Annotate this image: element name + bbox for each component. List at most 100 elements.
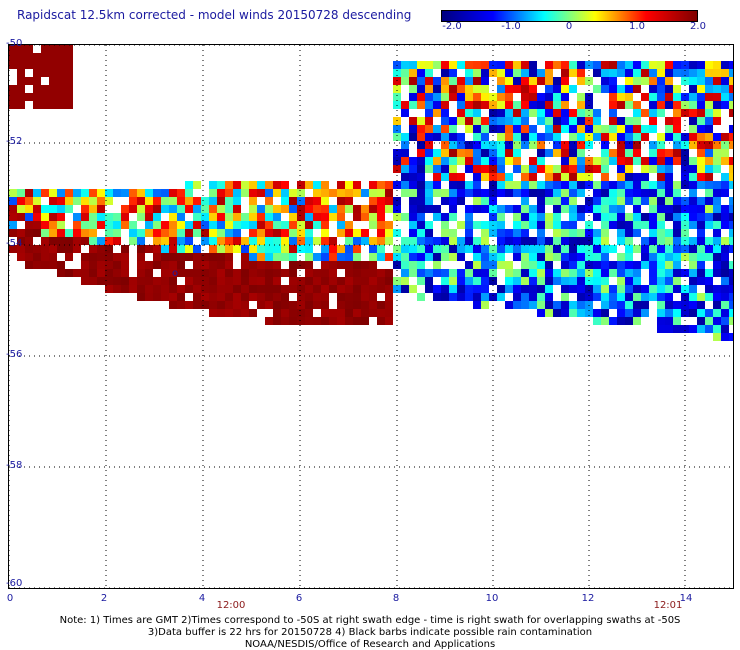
wind-cell <box>537 205 545 213</box>
wind-cell <box>569 157 577 165</box>
wind-cell <box>465 101 473 109</box>
wind-cell <box>513 101 521 109</box>
wind-cell <box>449 269 457 277</box>
wind-cell <box>585 293 593 301</box>
wind-cell <box>433 61 441 69</box>
wind-cell <box>625 269 633 277</box>
wind-cell <box>721 189 729 197</box>
wind-cell <box>17 77 25 85</box>
wind-cell <box>433 293 441 301</box>
wind-cell <box>305 285 313 293</box>
wind-cell <box>697 325 705 333</box>
wind-cell <box>641 285 649 293</box>
wind-cell <box>41 253 49 261</box>
wind-cell <box>521 165 529 173</box>
wind-cell <box>361 317 369 325</box>
wind-cell <box>281 309 289 317</box>
wind-cell <box>729 229 733 237</box>
wind-cell <box>545 309 553 317</box>
wind-cell <box>497 165 505 173</box>
lat-tick: -54 <box>6 238 23 249</box>
wind-cell <box>97 261 105 269</box>
wind-cell <box>337 197 345 205</box>
wind-cell <box>97 245 105 253</box>
wind-cell <box>649 229 657 237</box>
wind-cell <box>665 117 673 125</box>
wind-cell <box>289 205 297 213</box>
wind-cell <box>513 157 521 165</box>
wind-cell <box>321 261 329 269</box>
wind-cell <box>497 205 505 213</box>
wind-cell <box>721 317 729 325</box>
wind-cell <box>689 213 697 221</box>
wind-cell <box>697 221 705 229</box>
wind-cell <box>329 277 337 285</box>
wind-cell <box>417 261 425 269</box>
wind-cell <box>33 197 41 205</box>
wind-cell <box>65 189 73 197</box>
wind-cell <box>401 181 409 189</box>
wind-cell <box>361 205 369 213</box>
wind-cell <box>313 189 321 197</box>
wind-cell <box>545 165 553 173</box>
wind-cell <box>521 293 529 301</box>
wind-cell <box>505 117 513 125</box>
wind-cell <box>713 197 721 205</box>
wind-cell <box>521 301 529 309</box>
wind-cell <box>585 309 593 317</box>
wind-cell <box>481 141 489 149</box>
wind-cell <box>177 189 185 197</box>
wind-cell <box>177 213 185 221</box>
wind-cell <box>577 301 585 309</box>
wind-cell <box>561 205 569 213</box>
wind-cell <box>505 261 513 269</box>
wind-cell <box>529 141 537 149</box>
wind-cell <box>665 69 673 77</box>
wind-cell <box>249 205 257 213</box>
wind-cell <box>505 269 513 277</box>
wind-cell <box>721 77 729 85</box>
wind-cell <box>633 189 641 197</box>
wind-cell <box>417 253 425 261</box>
wind-cell <box>433 181 441 189</box>
wind-cell <box>457 189 465 197</box>
wind-cell <box>553 109 561 117</box>
wind-cell <box>553 237 561 245</box>
wind-cell <box>617 237 625 245</box>
wind-cell <box>577 173 585 181</box>
wind-cell <box>65 101 73 109</box>
wind-cell <box>529 301 537 309</box>
wind-cell <box>441 101 449 109</box>
wind-cell <box>393 133 401 141</box>
wind-cell <box>489 149 497 157</box>
wind-cell <box>545 85 553 93</box>
wind-cell <box>617 149 625 157</box>
wind-cell <box>441 141 449 149</box>
wind-cell <box>169 221 177 229</box>
wind-cell <box>89 253 97 261</box>
wind-cell <box>17 93 25 101</box>
wind-cell <box>625 189 633 197</box>
wind-cell <box>553 205 561 213</box>
wind-cell <box>617 269 625 277</box>
wind-cell <box>665 325 673 333</box>
wind-cell <box>657 277 665 285</box>
wind-cell <box>481 133 489 141</box>
wind-cell <box>625 221 633 229</box>
wind-cell <box>25 53 33 61</box>
wind-cell <box>673 237 681 245</box>
wind-cell <box>89 205 97 213</box>
wind-cell <box>401 237 409 245</box>
wind-cell <box>241 261 249 269</box>
wind-cell <box>201 269 209 277</box>
wind-cell <box>425 69 433 77</box>
wind-cell <box>377 285 385 293</box>
wind-cell <box>441 221 449 229</box>
wind-cell <box>401 141 409 149</box>
wind-cell <box>609 117 617 125</box>
wind-cell <box>193 221 201 229</box>
wind-cell <box>129 205 137 213</box>
wind-cell <box>569 237 577 245</box>
wind-cell <box>633 197 641 205</box>
wind-cell <box>281 205 289 213</box>
